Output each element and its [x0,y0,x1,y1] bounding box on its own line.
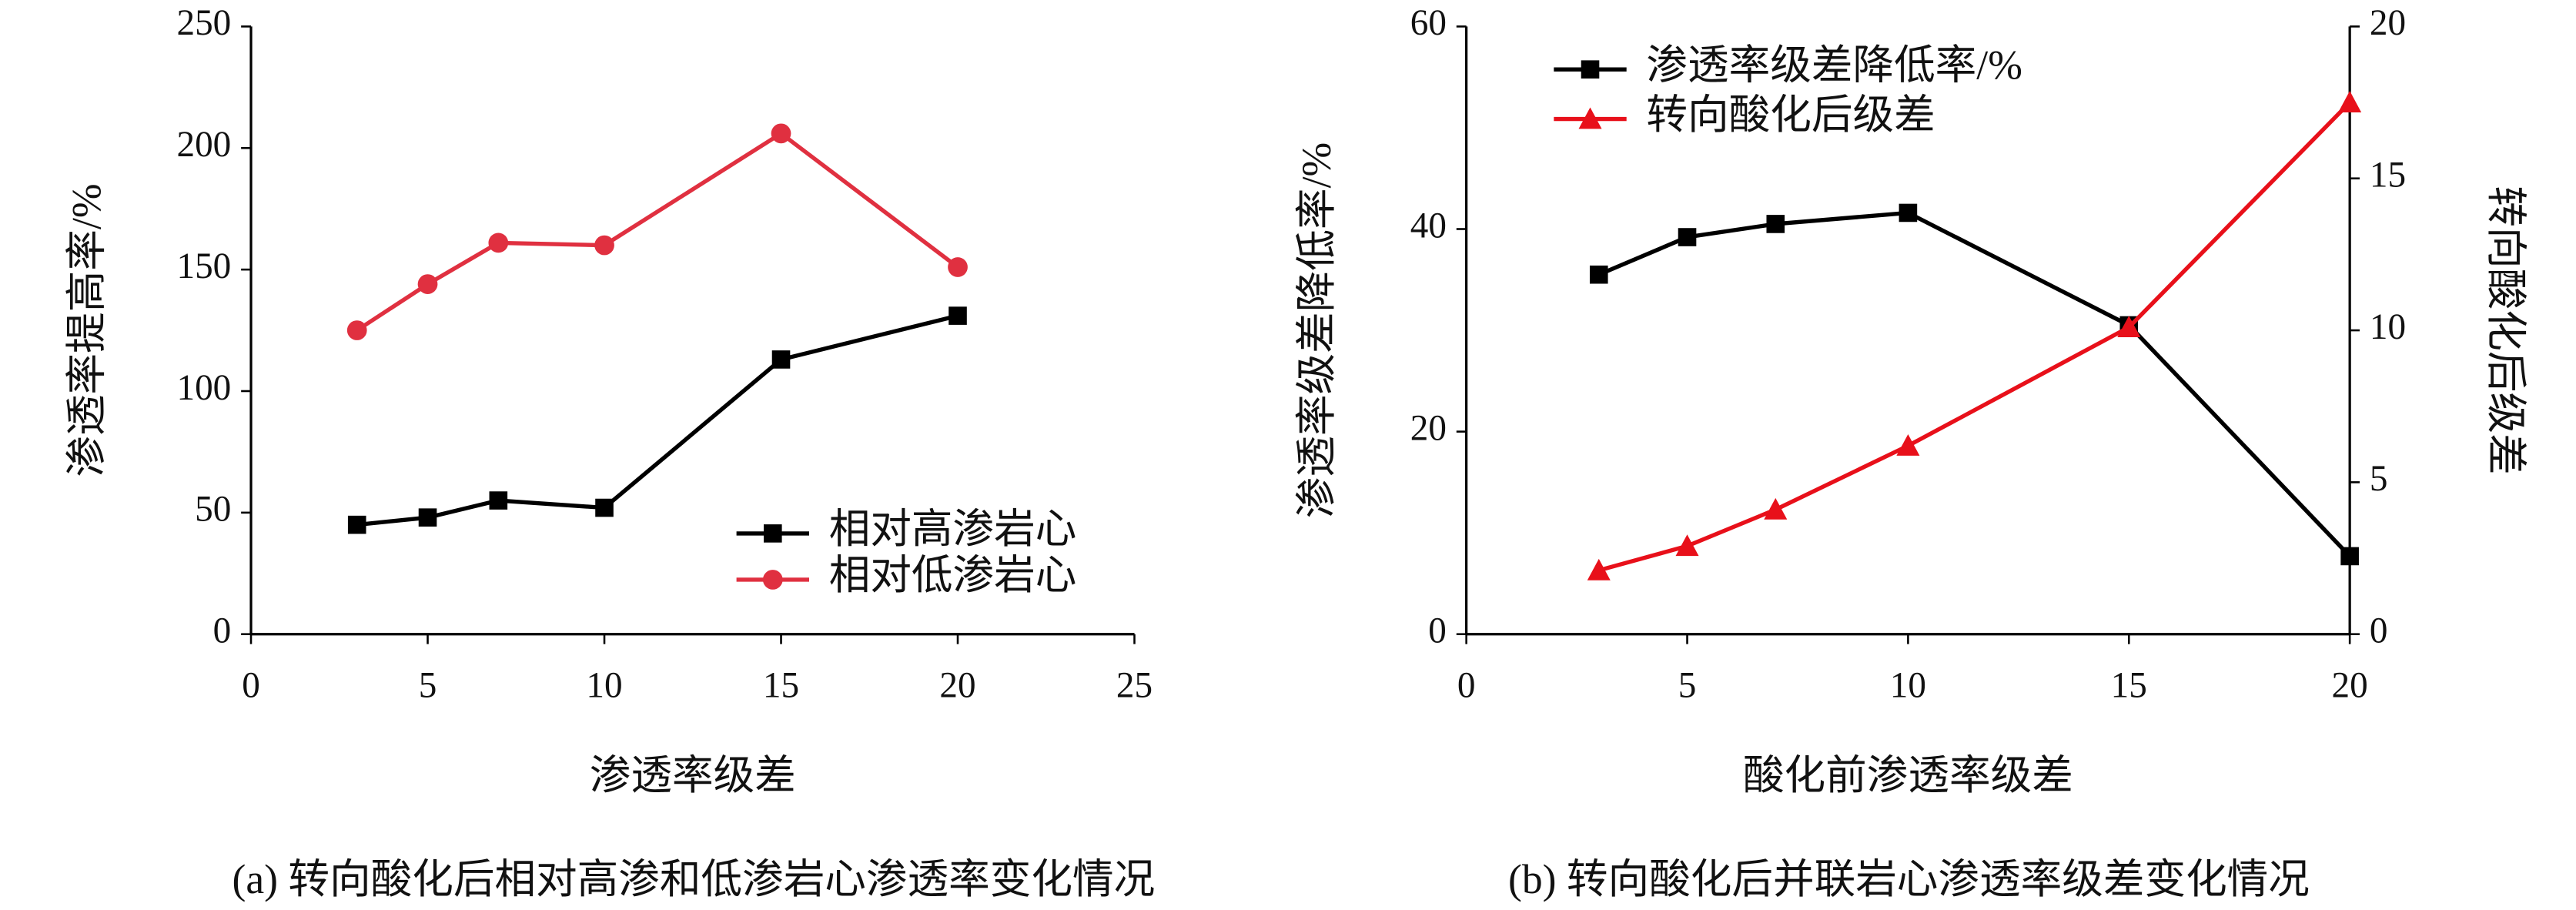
x-tick-label: 20 [2332,665,2368,705]
marker [594,235,614,256]
y2-tick-label: 5 [2370,459,2388,499]
x-tick-label: 0 [1457,665,1476,705]
x-tick-label: 5 [419,665,437,705]
marker [418,508,437,527]
x-tick-label: 10 [1890,665,1926,705]
x-tick-label: 5 [1678,665,1697,705]
marker [1764,497,1788,520]
marker [2117,316,2141,337]
legend-label: 转向酸化后级差 [1646,92,1935,138]
legend-marker [1578,107,1602,129]
y2-tick-label: 20 [2370,3,2406,43]
y-tick-label: 200 [177,125,232,165]
y2-tick-label: 15 [2370,156,2406,196]
marker [2340,547,2359,566]
y-tick-label: 40 [1410,206,1447,246]
marker [595,498,614,517]
y-tick-label: 150 [177,246,232,286]
caption: (b) 转向酸化后并联岩心渗透率级差变化情况 [1508,856,2310,902]
marker [1896,434,1920,456]
marker [488,233,509,253]
x-tick-label: 0 [242,665,260,705]
y-axis-label: 渗透率级差降低率/% [1293,142,1340,518]
series-line [356,131,959,333]
marker [1589,265,1608,284]
y-tick-label: 250 [177,3,232,43]
marker [347,515,366,534]
x-tick-label: 20 [939,665,975,705]
caption: (a) 转向酸化后相对高渗和低渗岩心渗透率变化情况 [232,856,1155,902]
series-line [1598,101,2352,573]
legend-label: 相对高渗岩心 [829,506,1077,552]
marker [1766,215,1785,233]
y2-tick-label: 0 [2370,611,2388,651]
legend-marker [1581,60,1600,79]
marker [771,123,791,144]
marker [346,320,367,340]
marker [948,306,967,325]
legend-marker [762,570,783,590]
x-tick-label: 25 [1116,665,1153,705]
y-tick-label: 0 [1428,611,1447,651]
x-axis-label: 渗透率级差 [590,752,796,798]
x-tick-label: 15 [763,665,799,705]
y-tick-label: 20 [1410,408,1447,448]
marker [489,491,508,510]
x-tick-label: 10 [586,665,622,705]
marker [1587,558,1611,580]
marker [2338,91,2362,112]
series-line [356,313,958,527]
marker [948,257,968,277]
marker [1675,534,1699,557]
y2-axis-label: 转向酸化后级差 [2483,186,2529,474]
legend-label: 相对低渗岩心 [829,552,1077,598]
y-axis-label: 渗透率提高率/% [63,183,109,477]
x-axis-label: 酸化前渗透率级差 [1743,752,2073,798]
marker [417,274,438,294]
marker [1678,228,1697,246]
legend-marker [764,524,782,543]
marker [771,350,791,369]
y-tick-label: 50 [195,490,231,530]
y2-tick-label: 10 [2370,307,2406,347]
x-tick-label: 15 [2111,665,2147,705]
series-line [1597,210,2352,558]
y-tick-label: 0 [213,611,232,651]
legend-label: 渗透率级差降低率/% [1646,42,2022,88]
y-tick-label: 60 [1410,3,1447,43]
marker [1899,203,1918,222]
y-tick-label: 100 [177,368,232,408]
